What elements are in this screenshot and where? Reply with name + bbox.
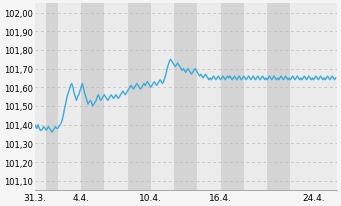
- Bar: [174, 4, 197, 190]
- Bar: [128, 4, 151, 190]
- Bar: [81, 4, 104, 190]
- Bar: [58, 4, 81, 190]
- Bar: [34, 4, 46, 190]
- Bar: [221, 4, 244, 190]
- Bar: [197, 4, 221, 190]
- Bar: [290, 4, 337, 190]
- Bar: [267, 4, 290, 190]
- Bar: [244, 4, 267, 190]
- Bar: [46, 4, 58, 190]
- Bar: [151, 4, 174, 190]
- Bar: [104, 4, 128, 190]
